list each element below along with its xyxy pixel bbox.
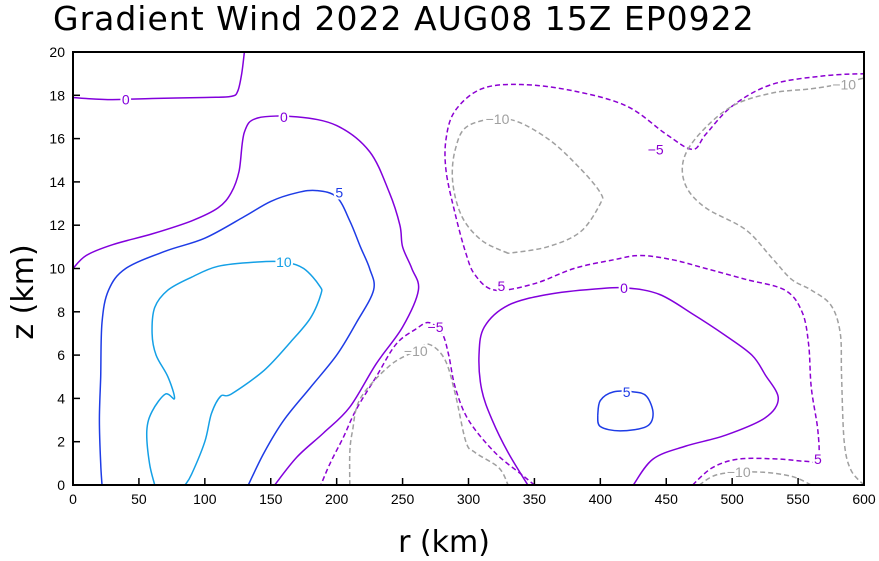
y-tick-label: 12 — [49, 217, 65, 233]
y-tick-label: 4 — [57, 390, 65, 406]
y-tick-label: 6 — [57, 347, 65, 363]
contour-line-2 — [98, 189, 375, 486]
x-tick-label: 400 — [589, 491, 613, 507]
contour-label-10: −10 — [404, 343, 428, 359]
x-axis-ticks: 0 50 100 150 200 250 300 350 400 450 500 550 600 — [69, 478, 876, 507]
contour-label-12: 5 — [814, 451, 822, 467]
contour-line-0 — [72, 51, 246, 101]
contour-label-0: 0 — [122, 92, 130, 108]
y-axis-label: z (km) — [6, 244, 41, 339]
contour-label-7: −5 — [648, 141, 664, 157]
x-tick-label: 0 — [69, 491, 77, 507]
contour-line-10 — [698, 471, 812, 486]
x-tick-label: 500 — [720, 491, 744, 507]
contour-label-5: 5 — [623, 384, 631, 400]
contour-line-11 — [681, 77, 865, 486]
contour-label-11: −10 — [832, 76, 856, 92]
y-tick-label: 14 — [49, 174, 65, 190]
contour-label-6: −10 — [486, 111, 510, 127]
contour-label-8: 5 — [498, 278, 506, 294]
contour-line-9 — [348, 343, 509, 486]
contour-label-9: −5 — [428, 319, 444, 335]
contour-lines — [72, 51, 865, 486]
x-tick-label: 300 — [457, 491, 481, 507]
y-tick-label: 2 — [57, 434, 65, 450]
contour-line-6 — [320, 321, 535, 486]
contour-label-13: −10 — [727, 464, 751, 480]
x-tick-label: 150 — [259, 491, 283, 507]
x-tick-label: 450 — [655, 491, 679, 507]
contour-label-3: 10 — [276, 254, 292, 270]
x-tick-label: 50 — [131, 491, 147, 507]
contour-line-4 — [478, 286, 780, 486]
contour-label-1: 0 — [280, 109, 288, 125]
contour-label-2: 5 — [335, 185, 343, 201]
chart-title: Gradient Wind 2022 AUG08 15Z EP0922 — [53, 0, 755, 38]
x-tick-label: 550 — [786, 491, 810, 507]
x-tick-label: 350 — [523, 491, 547, 507]
x-tick-label: 250 — [391, 491, 415, 507]
contour-line-7 — [444, 72, 865, 486]
x-tick-label: 200 — [325, 491, 349, 507]
contour-label-4: 0 — [620, 280, 628, 296]
y-tick-label: 18 — [49, 87, 65, 103]
x-tick-label: 100 — [193, 491, 217, 507]
contour-line-5 — [596, 390, 654, 432]
y-tick-label: 16 — [49, 131, 65, 147]
contour-line-8 — [451, 117, 604, 255]
y-tick-label: 20 — [49, 44, 65, 60]
contour-line-3 — [145, 260, 323, 486]
y-tick-label: 10 — [49, 261, 65, 277]
plot-frame — [72, 51, 865, 486]
y-tick-label: 8 — [57, 304, 65, 320]
contour-line-1 — [72, 115, 420, 486]
y-axis-ticks: 0 2 4 6 8 10 12 14 16 18 20 — [49, 44, 80, 493]
y-tick-label: 0 — [57, 477, 65, 493]
x-axis-label: r (km) — [398, 525, 490, 560]
x-tick-label: 600 — [852, 491, 876, 507]
